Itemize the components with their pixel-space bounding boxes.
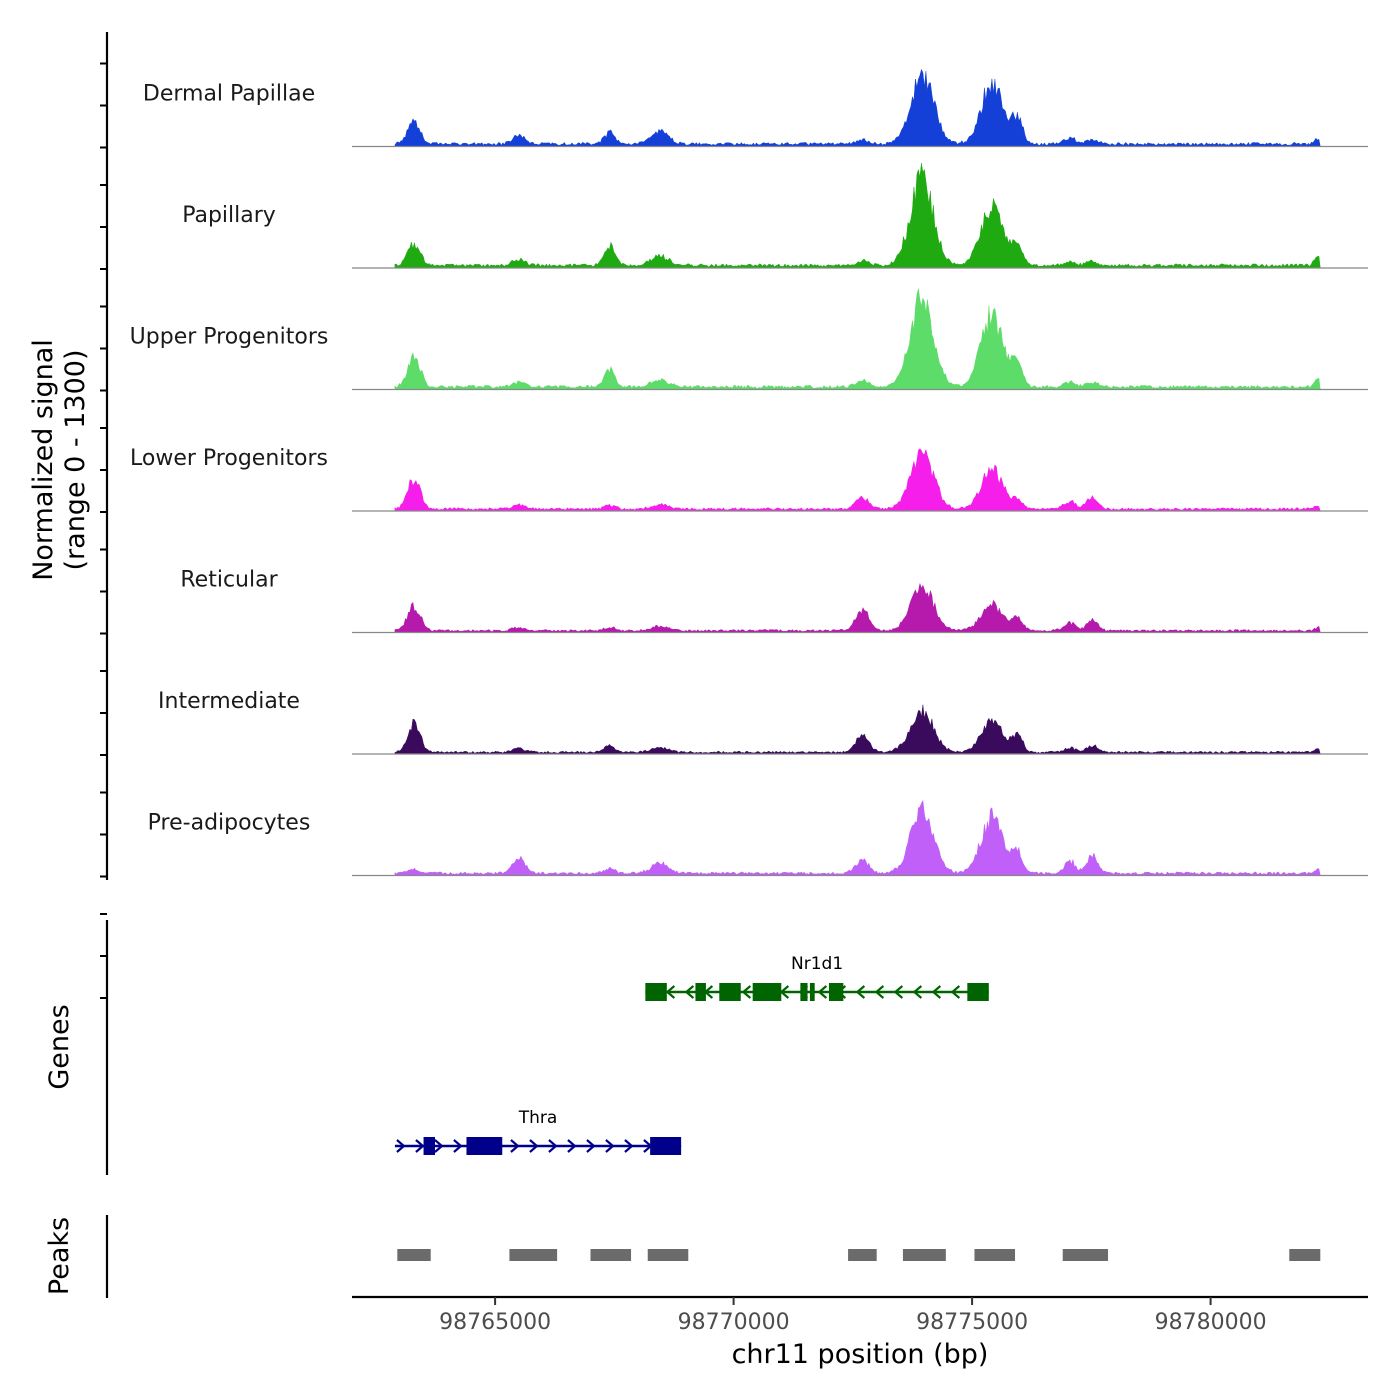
signal-area xyxy=(394,704,1321,755)
signal-area xyxy=(394,799,1321,876)
peak-region xyxy=(647,1249,689,1261)
signal-area xyxy=(394,448,1321,512)
genes-axis-title: Genes xyxy=(44,1004,75,1089)
track-dermal-papillae: Dermal Papillae xyxy=(143,68,1368,148)
track-label: Upper Progenitors xyxy=(130,325,329,350)
strand-chevron xyxy=(684,985,695,999)
strand-chevron xyxy=(874,985,885,999)
gene-name-label: Thra xyxy=(518,1108,558,1128)
signal-tracks: Dermal Papillae Papillary Upper Progenitor… xyxy=(130,68,1368,877)
track-papillary: Papillary xyxy=(182,162,1368,269)
peak-region xyxy=(974,1249,1016,1261)
strand-chevron xyxy=(548,1139,558,1153)
gene-exon xyxy=(423,1137,435,1155)
strand-chevron xyxy=(817,985,828,999)
strand-chevron xyxy=(912,985,923,999)
track-reticular: Reticular xyxy=(180,568,1368,634)
strand-chevron xyxy=(510,1139,520,1153)
gene-exon xyxy=(650,1137,682,1155)
track-label: Lower Progenitors xyxy=(130,446,328,471)
x-tick-label: 98780000 xyxy=(1155,1310,1267,1335)
track-label: Papillary xyxy=(182,203,276,228)
signal-area xyxy=(394,583,1321,633)
gene-nr1d1: Nr1d1 xyxy=(645,954,989,1001)
gene-exon xyxy=(466,1137,503,1155)
peaks-axis-title: Peaks xyxy=(44,1217,75,1295)
y-axis-title-line2: (range 0 - 1300) xyxy=(60,350,91,571)
signal-area xyxy=(394,68,1321,147)
peak-region xyxy=(590,1249,632,1261)
gene-exon xyxy=(828,983,844,1001)
peak-region xyxy=(1289,1249,1321,1261)
x-tick-label: 98770000 xyxy=(678,1310,790,1335)
x-axis-ticks: 98765000 98770000 98775000 98780000 xyxy=(439,1297,1267,1335)
strand-chevron xyxy=(855,985,866,999)
peak-region xyxy=(1062,1249,1109,1261)
gene-exon xyxy=(752,983,782,1001)
peak-region xyxy=(397,1249,431,1261)
gene-exon xyxy=(719,983,741,1001)
strand-chevron xyxy=(741,985,752,999)
peak-region xyxy=(848,1249,877,1261)
peak-annotations xyxy=(397,1249,1321,1261)
peak-region xyxy=(509,1249,558,1261)
gene-thra: Thra xyxy=(394,1108,682,1155)
track-label: Dermal Papillae xyxy=(143,82,315,107)
track-lower-progenitors: Lower Progenitors xyxy=(130,446,1368,512)
track-pre-adipocytes: Pre-adipocytes xyxy=(148,799,1368,877)
gene-exon xyxy=(645,983,667,1001)
x-axis-title: chr11 position (bp) xyxy=(732,1339,989,1370)
x-tick-label: 98775000 xyxy=(916,1310,1028,1335)
track-label: Reticular xyxy=(180,568,278,593)
gene-exon xyxy=(967,983,989,1001)
strand-chevron xyxy=(529,1139,539,1153)
strand-chevron xyxy=(453,1139,463,1153)
track-intermediate: Intermediate xyxy=(158,689,1368,755)
strand-chevron xyxy=(931,985,942,999)
strand-chevron xyxy=(893,985,904,999)
peak-region xyxy=(902,1249,946,1261)
signal-y-ticks xyxy=(100,62,107,999)
strand-chevron xyxy=(950,985,961,999)
signal-area xyxy=(394,288,1321,390)
track-upper-progenitors: Upper Progenitors xyxy=(130,288,1368,391)
strand-chevron xyxy=(605,1139,615,1153)
strand-chevron xyxy=(415,1139,425,1153)
gene-exon xyxy=(800,983,808,1001)
strand-chevron xyxy=(567,1139,577,1153)
gene-exon xyxy=(695,983,706,1001)
gene-annotations: Nr1d1 Thra xyxy=(394,954,989,1155)
strand-chevron xyxy=(396,1139,406,1153)
track-label: Intermediate xyxy=(158,689,300,714)
x-tick-label: 98765000 xyxy=(439,1310,551,1335)
y-axis-title-line1: Normalized signal xyxy=(28,339,59,581)
gene-exon xyxy=(809,983,815,1001)
strand-chevron xyxy=(665,985,676,999)
strand-chevron xyxy=(434,1139,444,1153)
track-label: Pre-adipocytes xyxy=(148,811,311,836)
strand-chevron xyxy=(586,1139,596,1153)
strand-chevron xyxy=(779,985,790,999)
signal-area xyxy=(394,162,1321,269)
gene-name-label: Nr1d1 xyxy=(791,954,843,974)
strand-chevron xyxy=(624,1139,634,1153)
